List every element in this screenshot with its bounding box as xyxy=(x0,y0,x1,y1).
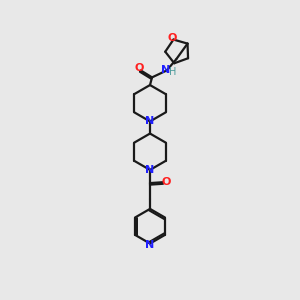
Text: O: O xyxy=(162,177,171,187)
Text: N: N xyxy=(146,116,154,126)
Text: O: O xyxy=(134,63,143,73)
Text: O: O xyxy=(168,33,177,43)
Text: H: H xyxy=(169,67,176,77)
Text: N: N xyxy=(146,240,154,250)
Text: N: N xyxy=(146,165,154,175)
Text: N: N xyxy=(161,65,170,75)
